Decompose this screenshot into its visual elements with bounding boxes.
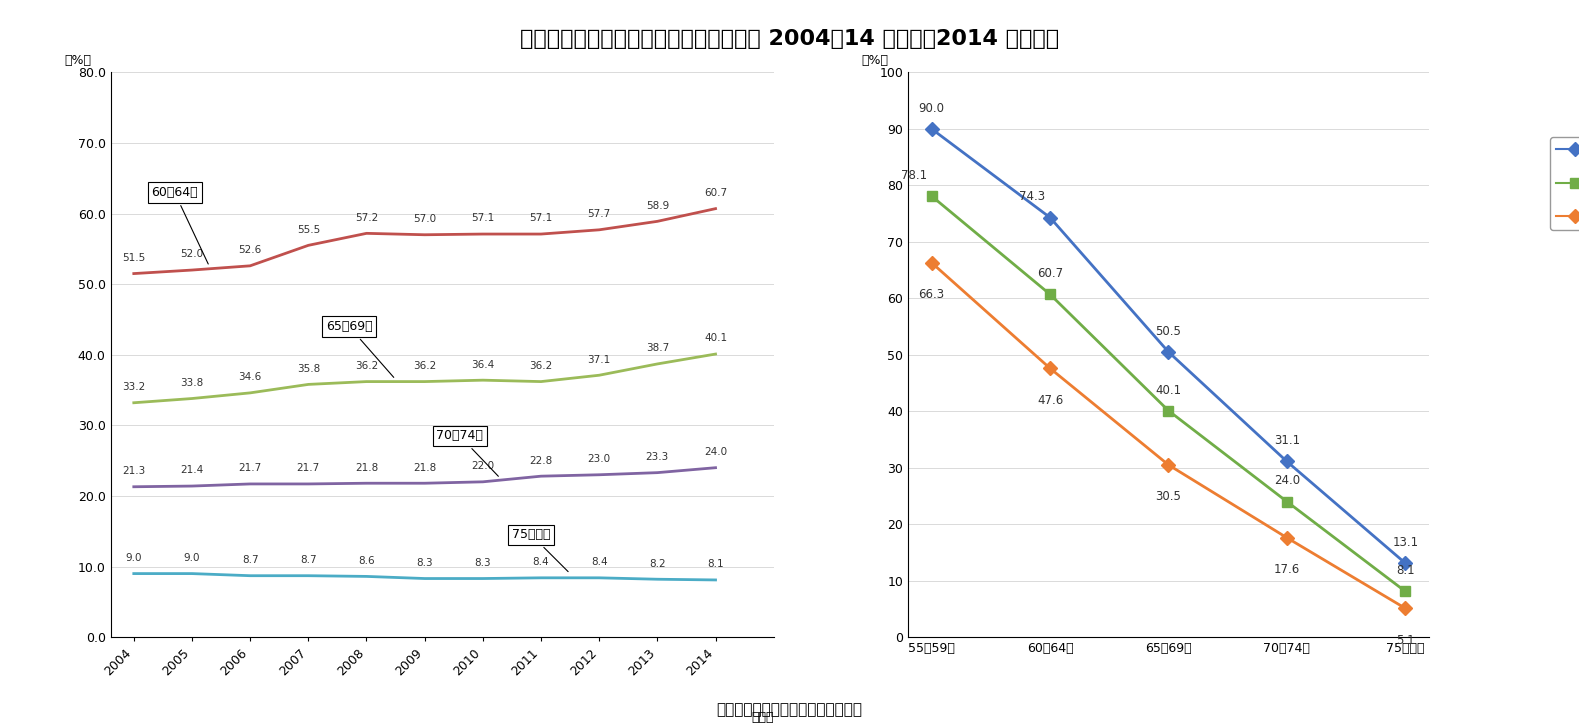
Text: 90.0: 90.0 [919,102,944,114]
Text: 57.7: 57.7 [587,209,611,219]
Text: 21.4: 21.4 [180,466,204,476]
Text: 40.1: 40.1 [704,334,726,343]
Text: 30.5: 30.5 [1156,490,1181,503]
Text: 40.1: 40.1 [1156,384,1181,397]
Text: 52.0: 52.0 [180,250,204,259]
Text: 74.3: 74.3 [1018,190,1045,203]
Text: 78.1: 78.1 [900,169,927,182]
Text: 23.3: 23.3 [646,452,669,462]
Text: 57.1: 57.1 [471,214,494,224]
Text: 8.1: 8.1 [707,560,723,569]
Text: （%）: （%） [65,54,92,67]
Text: 9.0: 9.0 [183,553,201,563]
Text: 75歳以上: 75歳以上 [512,529,568,572]
Text: 8.2: 8.2 [649,559,666,568]
Text: 57.0: 57.0 [414,214,436,224]
Text: 21.8: 21.8 [355,463,377,473]
Text: 47.6: 47.6 [1037,394,1063,407]
Text: 8.3: 8.3 [417,558,433,568]
Text: 8.6: 8.6 [358,556,374,566]
Text: 21.7: 21.7 [297,463,321,473]
Text: 21.8: 21.8 [414,463,436,473]
Text: 23.0: 23.0 [587,454,611,464]
Text: 9.0: 9.0 [126,553,142,563]
Text: 資料：総務省統計局「労働力調査」: 資料：総務省統計局「労働力調査」 [717,702,862,717]
Text: 36.2: 36.2 [529,361,553,371]
Text: 37.1: 37.1 [587,355,611,365]
Text: 17.6: 17.6 [1274,563,1300,576]
Text: （年）: （年） [752,710,774,723]
Text: 36.2: 36.2 [414,361,436,371]
Text: 22.0: 22.0 [471,461,494,471]
Text: 8.4: 8.4 [591,557,608,567]
Text: 36.4: 36.4 [471,360,494,369]
Text: 38.7: 38.7 [646,343,669,353]
Text: 8.4: 8.4 [532,557,549,567]
Text: 52.6: 52.6 [238,245,262,256]
Text: 24.0: 24.0 [1274,474,1300,487]
Text: 60〜64歳: 60〜64歳 [152,186,208,264]
Text: 60.7: 60.7 [1037,267,1063,280]
Text: 57.1: 57.1 [529,214,553,224]
Legend: 男性, 男女計, 女性: 男性, 男女計, 女性 [1551,137,1579,230]
Text: 21.3: 21.3 [122,466,145,476]
Text: 36.2: 36.2 [355,361,377,371]
Text: 34.6: 34.6 [238,372,262,382]
Text: 33.8: 33.8 [180,378,204,388]
Text: 50.5: 50.5 [1156,325,1181,338]
Text: 24.0: 24.0 [704,447,726,457]
Text: 図表１：年齢段階別就業率（左：男女計 2004〜14 年／右：2014 年時点）: 図表１：年齢段階別就業率（左：男女計 2004〜14 年／右：2014 年時点） [519,29,1060,49]
Text: 58.9: 58.9 [646,201,669,211]
Text: 13.1: 13.1 [1393,536,1418,549]
Text: 31.1: 31.1 [1274,434,1300,447]
Text: 70〜74歳: 70〜74歳 [436,429,499,476]
Text: （%）: （%） [861,54,887,67]
Text: 60.7: 60.7 [704,188,726,198]
Text: 35.8: 35.8 [297,364,321,374]
Text: 22.8: 22.8 [529,455,553,466]
Text: 8.3: 8.3 [475,558,491,568]
Text: 57.2: 57.2 [355,213,377,223]
Text: 65〜69歳: 65〜69歳 [325,320,393,377]
Text: 21.7: 21.7 [238,463,262,473]
Text: 33.2: 33.2 [122,382,145,392]
Text: 8.7: 8.7 [242,555,259,565]
Text: 51.5: 51.5 [122,253,145,263]
Text: 55.5: 55.5 [297,224,321,235]
Text: 66.3: 66.3 [919,288,944,301]
Text: 5.1: 5.1 [1396,634,1415,647]
Text: 8.7: 8.7 [300,555,317,565]
Text: 8.1: 8.1 [1396,564,1415,577]
